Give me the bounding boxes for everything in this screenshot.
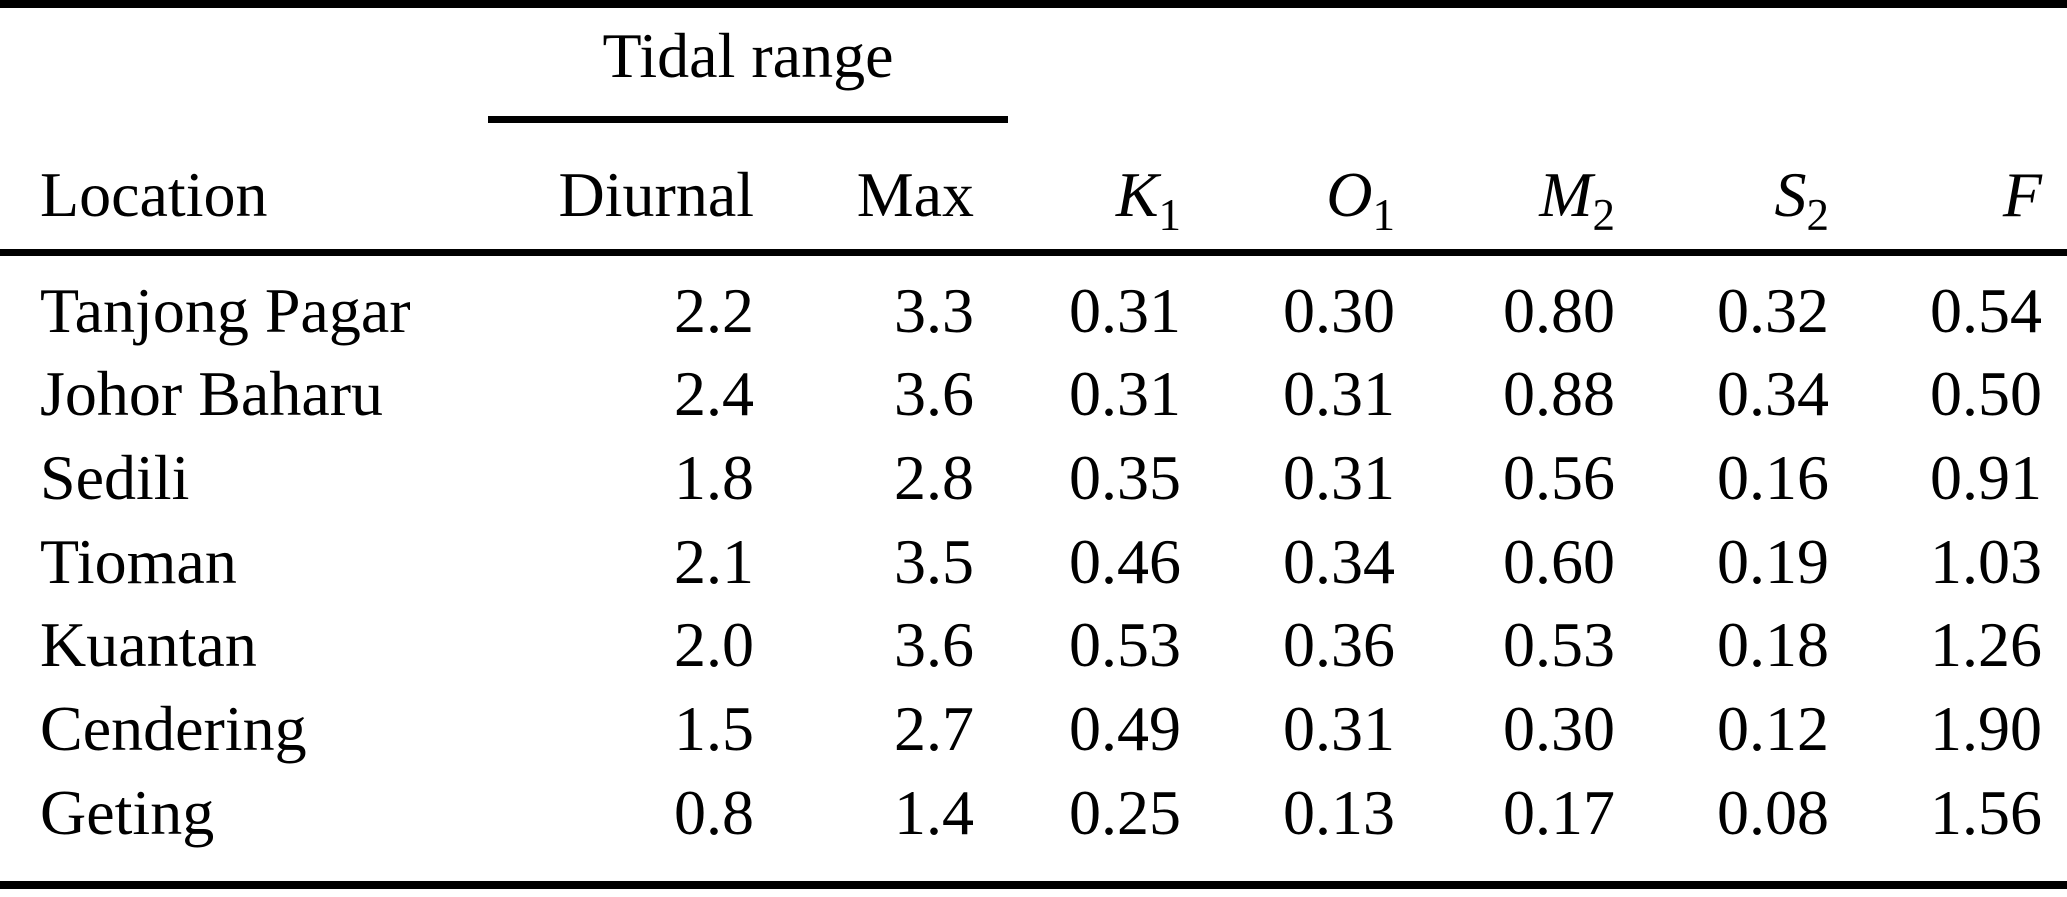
cell-diurnal: 2.2 <box>674 274 754 346</box>
cell-m2: 0.53 <box>1503 609 1615 681</box>
cell-diurnal: 2.4 <box>674 358 754 430</box>
table-row: Tioman 2.1 3.5 0.46 0.34 0.60 0.19 1.03 <box>0 520 2067 604</box>
table-row: Kuantan 2.0 3.6 0.53 0.36 0.53 0.18 1.26 <box>0 603 2067 687</box>
cell-s2: 0.18 <box>1717 609 1829 681</box>
cell-f: 1.90 <box>1930 693 2042 765</box>
column-header-s2: S2 <box>1615 123 1830 256</box>
column-header-o1: O1 <box>1181 123 1396 256</box>
table-row: Sedili 1.8 2.8 0.35 0.31 0.56 0.16 0.91 <box>0 436 2067 520</box>
cell-k1: 0.35 <box>1069 441 1181 513</box>
cell-f: 1.56 <box>1930 776 2042 848</box>
o1-subscript: 1 <box>1372 189 1396 240</box>
spanner-empty-right <box>974 4 2067 123</box>
column-header-max: Max <box>754 123 974 256</box>
cell-f: 0.54 <box>1930 274 2042 346</box>
column-header-m2: M2 <box>1395 123 1616 256</box>
cell-s2: 0.34 <box>1717 358 1829 430</box>
cell-f: 1.03 <box>1930 525 2042 597</box>
cell-max: 2.7 <box>894 693 974 765</box>
cell-f: 0.50 <box>1930 358 2042 430</box>
f-symbol: F <box>2002 158 2042 230</box>
header-row: Location Diurnal Max K1 O1 M2 S2 F <box>0 123 2067 256</box>
column-header-diurnal: Diurnal <box>490 123 754 256</box>
spanner-row: Tidal range <box>0 4 2067 123</box>
cell-o1: 0.31 <box>1283 358 1395 430</box>
cell-max: 3.5 <box>894 525 974 597</box>
cell-s2: 0.19 <box>1717 525 1829 597</box>
column-header-location: Location <box>0 123 490 256</box>
tidal-range-rule <box>488 116 1008 123</box>
cell-m2: 0.56 <box>1503 441 1615 513</box>
k1-symbol: K <box>1115 158 1159 230</box>
cell-k1: 0.25 <box>1069 776 1181 848</box>
cell-location: Cendering <box>40 693 307 765</box>
cell-max: 3.3 <box>894 274 974 346</box>
cell-k1: 0.46 <box>1069 525 1181 597</box>
cell-k1: 0.49 <box>1069 693 1181 765</box>
cell-location: Kuantan <box>40 609 257 681</box>
cell-location: Tanjong Pagar <box>40 274 411 346</box>
cell-m2: 0.80 <box>1503 274 1615 346</box>
table-row: Cendering 1.5 2.7 0.49 0.31 0.30 0.12 1.… <box>0 687 2067 771</box>
o1-symbol: O <box>1326 158 1373 230</box>
cell-location: Johor Baharu <box>40 358 384 430</box>
m2-subscript: 2 <box>1592 189 1616 240</box>
s2-subscript: 2 <box>1806 189 1830 240</box>
cell-diurnal: 2.0 <box>674 609 754 681</box>
m2-symbol: M <box>1539 158 1593 230</box>
table-row: Geting 0.8 1.4 0.25 0.13 0.17 0.08 1.56 <box>0 771 2067 886</box>
cell-k1: 0.31 <box>1069 358 1181 430</box>
cell-o1: 0.31 <box>1283 693 1395 765</box>
cell-o1: 0.36 <box>1283 609 1395 681</box>
cell-m2: 0.17 <box>1503 776 1615 848</box>
cell-m2: 0.88 <box>1503 358 1615 430</box>
column-header-f: F <box>1829 123 2067 256</box>
cell-max: 2.8 <box>894 441 974 513</box>
cell-k1: 0.31 <box>1069 274 1181 346</box>
cell-m2: 0.30 <box>1503 693 1615 765</box>
cell-o1: 0.31 <box>1283 441 1395 513</box>
cell-f: 1.26 <box>1930 609 2042 681</box>
cell-s2: 0.16 <box>1717 441 1829 513</box>
cell-diurnal: 1.8 <box>674 441 754 513</box>
cell-s2: 0.12 <box>1717 693 1829 765</box>
cell-location: Sedili <box>40 441 190 513</box>
cell-diurnal: 0.8 <box>674 776 754 848</box>
column-header-k1: K1 <box>974 123 1182 256</box>
k1-subscript: 1 <box>1158 189 1182 240</box>
table-row: Tanjong Pagar 2.2 3.3 0.31 0.30 0.80 0.3… <box>0 252 2067 352</box>
cell-diurnal: 1.5 <box>674 693 754 765</box>
table-row: Johor Baharu 2.4 3.6 0.31 0.31 0.88 0.34… <box>0 352 2067 436</box>
cell-max: 3.6 <box>894 358 974 430</box>
spanner-cell: Tidal range <box>488 4 1008 123</box>
spanner-empty-left <box>0 4 490 123</box>
cell-max: 3.6 <box>894 609 974 681</box>
cell-o1: 0.13 <box>1283 776 1395 848</box>
cell-max: 1.4 <box>894 776 974 848</box>
cell-m2: 0.60 <box>1503 525 1615 597</box>
cell-o1: 0.30 <box>1283 274 1395 346</box>
cell-s2: 0.08 <box>1717 776 1829 848</box>
cell-k1: 0.53 <box>1069 609 1181 681</box>
cell-f: 0.91 <box>1930 441 2042 513</box>
cell-s2: 0.32 <box>1717 274 1829 346</box>
cell-location: Geting <box>40 776 215 848</box>
s2-symbol: S <box>1774 158 1807 230</box>
cell-o1: 0.34 <box>1283 525 1395 597</box>
tidal-range-spanner-label: Tidal range <box>602 20 894 91</box>
cell-location: Tioman <box>40 525 237 597</box>
cell-diurnal: 2.1 <box>674 525 754 597</box>
